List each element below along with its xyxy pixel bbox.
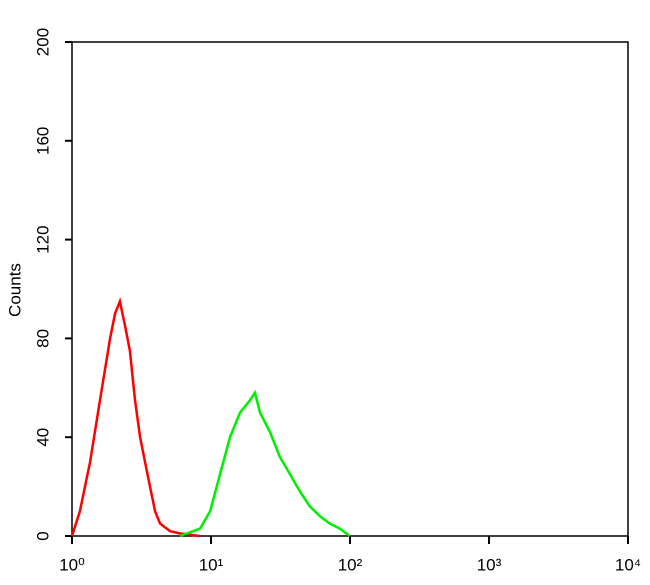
y-tick-label: 80 — [33, 329, 52, 348]
x-tick-label: 10³ — [477, 555, 502, 574]
y-tick-label: 160 — [33, 127, 52, 155]
y-axis-label: Counts — [5, 263, 24, 317]
x-tick-label: 10⁴ — [615, 555, 641, 574]
x-tick-label: 10¹ — [199, 555, 224, 574]
y-tick-label: 200 — [33, 28, 52, 56]
y-tick-label: 0 — [33, 531, 52, 540]
plot-frame — [71, 41, 629, 537]
y-tick-label: 40 — [33, 428, 52, 447]
histogram-line — [70, 297, 200, 538]
x-tick-label: 10² — [338, 555, 363, 574]
x-tick-label: 10⁰ — [59, 555, 85, 574]
y-tick-label: 120 — [33, 225, 52, 253]
histogram-line — [179, 389, 351, 538]
